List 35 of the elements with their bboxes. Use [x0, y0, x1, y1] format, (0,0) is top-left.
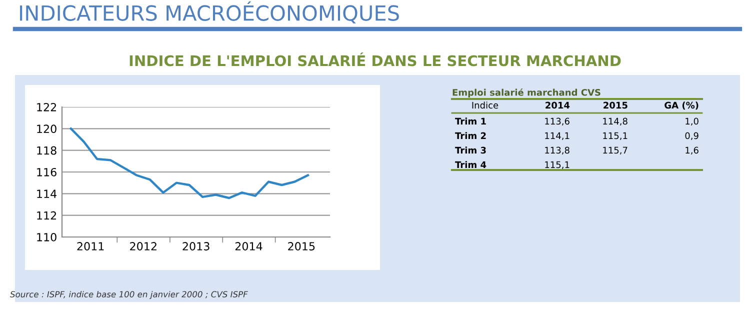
category-label: Indice [472, 102, 498, 109]
text: 115,1 [603, 132, 628, 140]
x-tick-label: 2011 [77, 242, 104, 250]
text: 113,8 [545, 146, 570, 155]
text: 113,6 [545, 118, 570, 126]
category-label: 2015 [604, 102, 628, 109]
text: 114,1 [545, 132, 570, 140]
x-tick-label: 2015 [288, 242, 315, 250]
y-tick-label: 112 [37, 211, 56, 220]
text: 115,1 [545, 161, 570, 170]
x-tick-label: 2013 [182, 242, 210, 250]
line-series [70, 128, 310, 200]
y-tick-label: 110 [37, 232, 56, 242]
category-label: 2014 [546, 102, 570, 109]
category-label: Trim 1 [455, 118, 486, 124]
text: 115,7 [603, 146, 628, 155]
category-label: Trim 4 [455, 161, 486, 168]
text: 114,8 [603, 118, 628, 126]
y-tick-label: 118 [37, 146, 56, 155]
y-tick-label: 114 [37, 190, 57, 198]
x-tick-label: 2012 [130, 242, 156, 250]
text: INDICE DE L'EMPLOI SALARIÉ DANS LE SECTEUR MARCHAND [130, 52, 621, 66]
y-tick-label: 116 [37, 168, 56, 176]
x-tick-label: 2014 [235, 242, 262, 250]
text: 0,9 [685, 132, 698, 140]
category-label: Trim 2 [455, 132, 486, 139]
y-tick-label: 120 [37, 124, 56, 134]
text: Emploi salarié marchand CVS [452, 88, 600, 98]
source-note: Source : ISPF, indice base 100 en janvier 2000 ; CVS ISPF [10, 290, 248, 300]
text: 1,0 [686, 118, 698, 126]
text: 1,6 [686, 146, 698, 155]
category-label: Trim 3 [455, 146, 486, 154]
chart-title: INDICATEURS MACROÉCONOMIQUES [20, 1, 399, 24]
category-label: GA (%) [664, 102, 698, 110]
y-tick-label: 122 [37, 102, 56, 112]
